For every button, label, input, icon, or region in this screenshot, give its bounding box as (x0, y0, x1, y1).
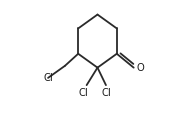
Text: O: O (136, 63, 144, 73)
Text: Cl: Cl (101, 88, 111, 98)
Text: Cl: Cl (43, 73, 53, 83)
Text: Cl: Cl (79, 88, 89, 98)
